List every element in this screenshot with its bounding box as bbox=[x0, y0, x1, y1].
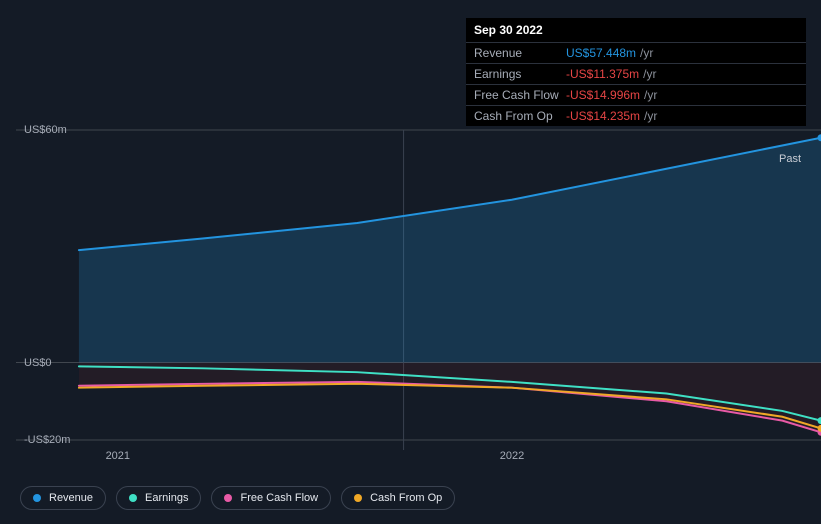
legend-item-cfo[interactable]: Cash From Op bbox=[341, 486, 455, 510]
tooltip-row-revenue: Revenue US$57.448m /yr bbox=[466, 42, 806, 63]
chart-svg bbox=[0, 120, 821, 450]
legend-dot-icon bbox=[33, 494, 41, 502]
tooltip-value: -US$11.375m bbox=[566, 68, 639, 80]
tooltip-row-earnings: Earnings -US$11.375m /yr bbox=[466, 63, 806, 84]
tooltip-label: Free Cash Flow bbox=[474, 89, 566, 101]
tooltip-row-fcf: Free Cash Flow -US$14.996m /yr bbox=[466, 84, 806, 105]
tooltip-unit: /yr bbox=[640, 47, 653, 59]
legend-dot-icon bbox=[129, 494, 137, 502]
chart-legend: Revenue Earnings Free Cash Flow Cash From O… bbox=[20, 486, 455, 510]
y-axis-label: US$60m bbox=[24, 124, 67, 136]
y-axis-label: US$0 bbox=[24, 357, 52, 369]
legend-dot-icon bbox=[354, 494, 362, 502]
financials-chart-panel: Sep 30 2022 Revenue US$57.448m /yr Earni… bbox=[0, 0, 821, 524]
chart-plot-area[interactable]: US$60m US$0 -US$20m Past bbox=[0, 120, 821, 450]
tooltip-unit: /yr bbox=[643, 68, 656, 80]
tooltip-value: US$57.448m bbox=[566, 47, 636, 59]
legend-item-revenue[interactable]: Revenue bbox=[20, 486, 106, 510]
legend-item-fcf[interactable]: Free Cash Flow bbox=[211, 486, 331, 510]
legend-item-earnings[interactable]: Earnings bbox=[116, 486, 201, 510]
chart-tooltip: Sep 30 2022 Revenue US$57.448m /yr Earni… bbox=[466, 18, 806, 126]
legend-dot-icon bbox=[224, 494, 232, 502]
x-axis-label: 2021 bbox=[106, 450, 130, 462]
past-label: Past bbox=[779, 153, 801, 165]
x-axis-label: 2022 bbox=[500, 450, 524, 462]
legend-label: Cash From Op bbox=[370, 492, 442, 504]
tooltip-label: Revenue bbox=[474, 47, 566, 59]
legend-label: Free Cash Flow bbox=[240, 492, 318, 504]
legend-label: Revenue bbox=[49, 492, 93, 504]
tooltip-unit: /yr bbox=[644, 89, 657, 101]
tooltip-date: Sep 30 2022 bbox=[466, 18, 806, 42]
legend-label: Earnings bbox=[145, 492, 188, 504]
x-axis: 2021 2022 bbox=[0, 450, 821, 470]
y-axis-label: -US$20m bbox=[24, 434, 70, 446]
tooltip-value: -US$14.996m bbox=[566, 89, 640, 101]
tooltip-label: Earnings bbox=[474, 68, 566, 80]
